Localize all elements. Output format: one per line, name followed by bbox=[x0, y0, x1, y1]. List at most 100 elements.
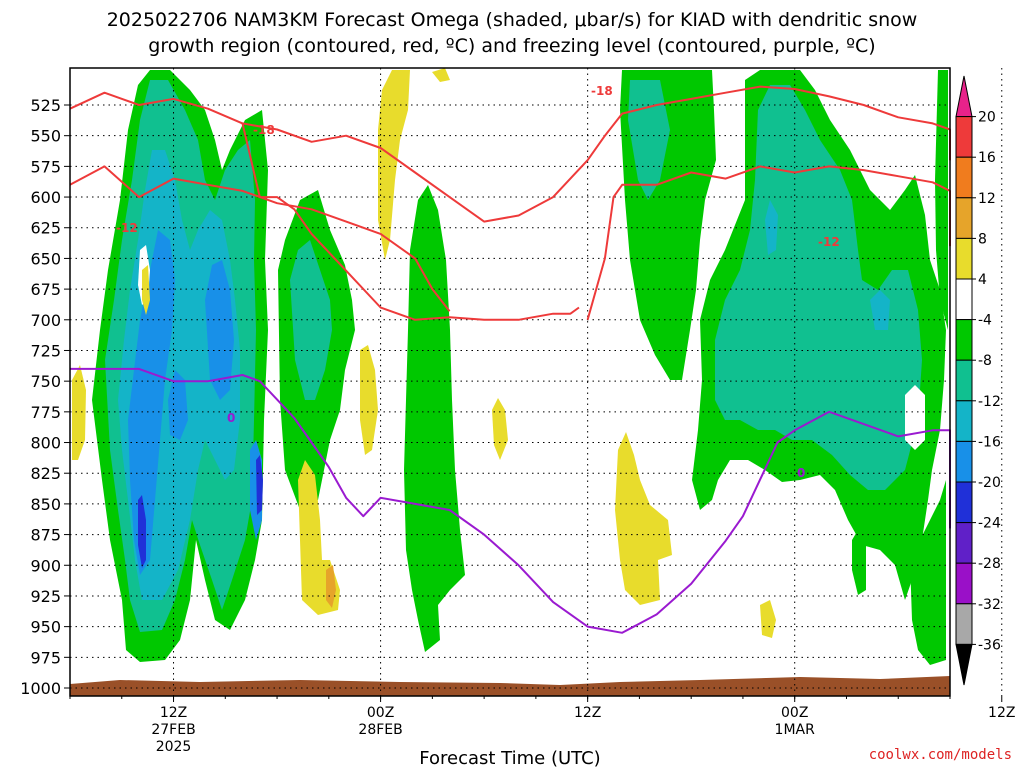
colorbar-bottom-triangle bbox=[955, 643, 973, 686]
omega-region-yellow-7 bbox=[492, 398, 508, 460]
colorbar-label: 16 bbox=[978, 150, 996, 166]
omega-region-yellow-5 bbox=[378, 70, 410, 260]
colorbar-label: -36 bbox=[978, 637, 1001, 653]
colorbar: 20 16 12 8 4 -4 -8 -12 -16 -20 -24 -28 -32 -36 bbox=[955, 75, 1001, 686]
colorbar-label: -12 bbox=[978, 394, 1001, 410]
y-tick-label: 650 bbox=[30, 249, 61, 268]
colorbar-label: -28 bbox=[978, 556, 1001, 572]
y-tick-label: 975 bbox=[30, 648, 61, 667]
colorbar-label: 8 bbox=[978, 231, 987, 247]
omega-region-green-8 bbox=[852, 530, 866, 595]
x-axis-label: Forecast Time (UTC) bbox=[419, 748, 600, 768]
y-tick-label: 625 bbox=[30, 219, 61, 238]
x-tick-label: 00Z bbox=[367, 705, 394, 721]
y-tick-label: 700 bbox=[30, 311, 61, 330]
x-tick-label: 28FEB bbox=[358, 722, 402, 738]
y-tick-label: 950 bbox=[30, 618, 61, 637]
colorbar-label: 20 bbox=[978, 110, 996, 126]
y-tick-label: 775 bbox=[30, 403, 61, 422]
contour-minus18-upper bbox=[69, 85, 951, 223]
contour-label-minus18-a: -18 bbox=[253, 123, 275, 137]
x-tick-label: 12Z bbox=[988, 705, 1015, 721]
terrain-fill bbox=[70, 676, 950, 696]
omega-region-white-hole-2 bbox=[905, 385, 925, 450]
colorbar-label: -32 bbox=[978, 597, 1001, 613]
x-tick-label: 12Z bbox=[574, 705, 601, 721]
colorbar-bin bbox=[955, 400, 973, 442]
x-tick-label: 00Z bbox=[781, 705, 808, 721]
omega-region-yellow-1 bbox=[72, 365, 86, 460]
omega-region-yellow-9 bbox=[760, 600, 776, 638]
x-tick-label: 12Z bbox=[160, 705, 187, 721]
omega-region-cyan-2 bbox=[765, 200, 778, 255]
omega-region-darkblue-1 bbox=[138, 495, 146, 568]
colorbar-bin bbox=[955, 197, 973, 239]
colorbar-bin bbox=[955, 156, 973, 199]
omega-region-blue-1 bbox=[128, 230, 175, 575]
y-tick-label: 875 bbox=[30, 526, 61, 545]
omega-region-yellow-2 bbox=[142, 265, 150, 315]
plot-area: -18 -18 -12 -12 0 0 bbox=[69, 67, 1003, 697]
omega-region-yellow-6 bbox=[432, 68, 450, 82]
colorbar-bin bbox=[955, 522, 973, 564]
contour-minus12-upper bbox=[69, 165, 451, 312]
omega-region-green-3 bbox=[404, 185, 465, 652]
colorbar-label: 4 bbox=[978, 272, 987, 288]
colorbar-bin bbox=[955, 116, 973, 158]
x-tick-label: 1MAR bbox=[775, 722, 816, 738]
omega-region-yellow-8 bbox=[615, 432, 672, 605]
colorbar-label: 12 bbox=[978, 191, 996, 207]
omega-region-yellow-4 bbox=[360, 345, 378, 455]
contour-zero-isotherm bbox=[70, 367, 951, 634]
y-tick-label: 925 bbox=[30, 587, 61, 606]
contour-label-zero-b: 0 bbox=[797, 466, 805, 480]
colorbar-top-triangle bbox=[955, 75, 973, 118]
y-tick-label: 600 bbox=[30, 188, 61, 207]
omega-region-green-6 bbox=[935, 70, 948, 330]
y-axis: 525 550 575 600 625 650 675 700 725 750 775 800 825 8… bbox=[20, 96, 70, 698]
plot-frame bbox=[69, 67, 951, 697]
colorbar-bin bbox=[955, 603, 973, 645]
colorbar-label: -4 bbox=[978, 313, 992, 329]
chart-title-line2: growth region (contoured, red, ºC) and f… bbox=[148, 35, 875, 57]
y-tick-label: 825 bbox=[30, 464, 61, 483]
colorbar-bin bbox=[955, 562, 973, 605]
y-tick-label: 725 bbox=[30, 341, 61, 360]
colorbar-bin bbox=[955, 359, 973, 402]
y-tick-label: 675 bbox=[30, 280, 61, 299]
x-tick-label: 27FEB bbox=[151, 722, 195, 738]
y-tick-label: 575 bbox=[30, 157, 61, 176]
colorbar-bin bbox=[955, 278, 973, 321]
contour-minus18-lower bbox=[241, 123, 580, 321]
colorbar-label: -20 bbox=[978, 475, 1001, 491]
credit-text: coolwx.com/models bbox=[869, 747, 1012, 763]
colorbar-label: -8 bbox=[978, 353, 992, 369]
omega-shading-layer bbox=[72, 68, 948, 665]
colorbar-bin bbox=[955, 481, 973, 524]
contour-label-minus12-b: -12 bbox=[818, 235, 840, 249]
y-tick-label: 900 bbox=[30, 556, 61, 575]
colorbar-bin bbox=[955, 237, 973, 280]
omega-region-teal-4 bbox=[715, 85, 922, 490]
y-tick-label: 750 bbox=[30, 372, 61, 391]
y-tick-label: 850 bbox=[30, 495, 61, 514]
omega-region-blue-2 bbox=[205, 260, 234, 400]
y-tick-label: 525 bbox=[30, 96, 61, 115]
colorbar-label: -24 bbox=[978, 516, 1001, 532]
contour-label-minus18-b: -18 bbox=[591, 84, 613, 98]
colorbar-label: -16 bbox=[978, 434, 1001, 450]
x-tick-label: 2025 bbox=[156, 739, 192, 755]
y-tick-label: 800 bbox=[30, 434, 61, 453]
y-tick-label: 550 bbox=[30, 127, 61, 146]
contour-label-zero-a: 0 bbox=[227, 411, 235, 425]
colorbar-bin bbox=[955, 319, 973, 361]
omega-region-blue-3 bbox=[168, 370, 188, 440]
omega-region-teal-2 bbox=[290, 240, 332, 400]
omega-region-orange-1 bbox=[326, 565, 336, 608]
y-tick-label: 1000 bbox=[20, 679, 61, 698]
chart-title-line1: 2025022706 NAM3KM Forecast Omega (shaded… bbox=[107, 9, 918, 31]
omega-region-darkblue-2 bbox=[256, 455, 263, 515]
colorbar-bin bbox=[955, 440, 973, 483]
